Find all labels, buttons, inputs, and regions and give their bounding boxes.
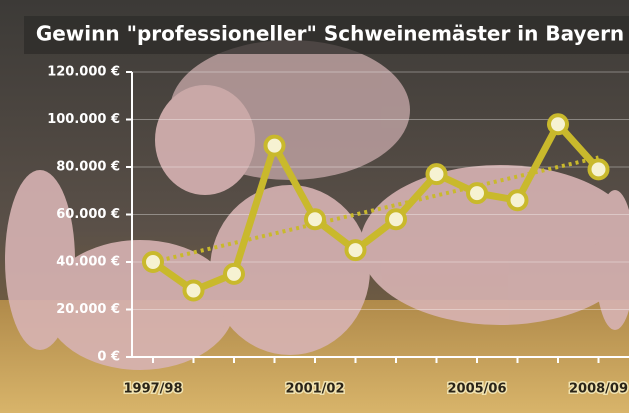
x-tick-label: 2001/02 [285, 382, 344, 397]
chart: Gewinn "professioneller" Schweinemäster … [0, 0, 629, 413]
point [387, 210, 405, 228]
x-tick-label: 2005/06 [447, 382, 506, 397]
point [185, 282, 203, 300]
point [144, 253, 162, 271]
y-tick-label: 60.000 € [56, 207, 120, 222]
point [468, 184, 486, 202]
point [428, 165, 446, 183]
point [549, 115, 567, 133]
x-tick-label: 2008/09 [569, 382, 628, 397]
y-tick-label: 40.000 € [56, 255, 120, 270]
point [225, 265, 243, 283]
chart-title: Gewinn "professioneller" Schweinemäster … [36, 22, 624, 46]
point [306, 210, 324, 228]
point [590, 160, 608, 178]
y-tick-label: 100.000 € [47, 112, 120, 127]
y-tick-label: 0 € [97, 350, 120, 365]
point [509, 191, 527, 209]
y-tick-label: 120.000 € [47, 65, 120, 80]
x-tick-label: 1997/98 [123, 382, 182, 397]
y-tick-label: 20.000 € [56, 302, 120, 317]
y-tick-label: 80.000 € [56, 160, 120, 175]
point [266, 137, 284, 155]
point [347, 241, 365, 259]
